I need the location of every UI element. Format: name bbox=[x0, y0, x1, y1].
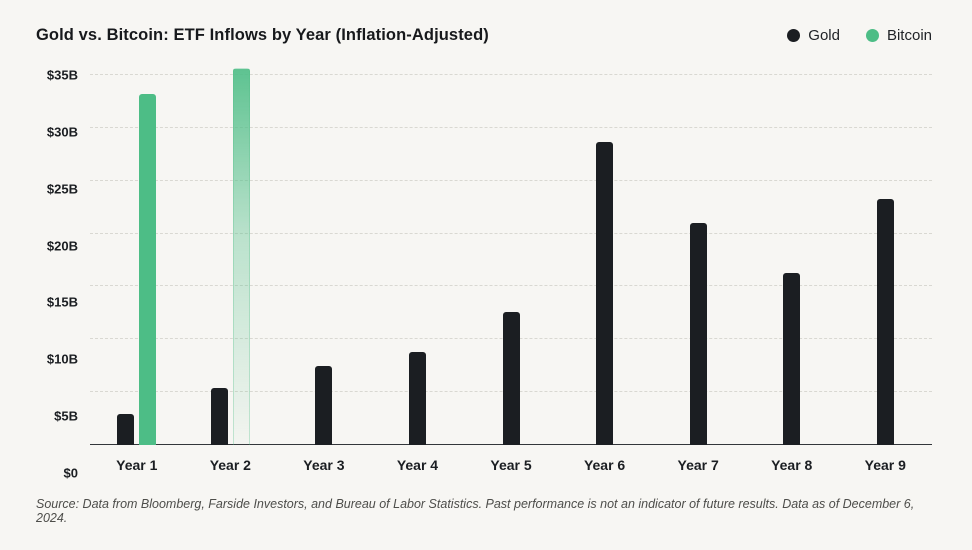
category-column-year-9 bbox=[839, 75, 933, 445]
bar-gold-year-5 bbox=[502, 311, 520, 445]
chart-header: Gold vs. Bitcoin: ETF Inflows by Year (I… bbox=[36, 26, 932, 45]
legend: Gold Bitcoin bbox=[787, 27, 932, 44]
x-axis-label: Year 1 bbox=[116, 457, 158, 473]
y-axis-tick-label: $20B bbox=[46, 238, 78, 254]
x-axis-label: Year 5 bbox=[490, 457, 532, 473]
x-axis-label: Year 4 bbox=[396, 457, 439, 473]
plot-area bbox=[90, 67, 933, 445]
bar-gold-year-1 bbox=[117, 414, 135, 445]
y-axis-tick-label: $35B bbox=[46, 67, 78, 83]
y-axis-tick-label: $0 bbox=[63, 465, 78, 481]
y-axis-tick-label: $15B bbox=[46, 294, 78, 310]
y-axis-tick-label: $30B bbox=[46, 124, 78, 140]
legend-item-gold: Gold bbox=[787, 27, 840, 44]
legend-label: Gold bbox=[808, 27, 840, 44]
bar-gold-year-2 bbox=[210, 387, 228, 445]
category-column-year-1 bbox=[90, 75, 184, 445]
bar-gold-year-6 bbox=[596, 141, 614, 445]
x-axis-label: Year 6 bbox=[583, 457, 626, 473]
gridline bbox=[90, 232, 932, 234]
bar-gold-year-7 bbox=[689, 223, 707, 445]
bars-layer bbox=[90, 67, 933, 445]
bar-gold-year-8 bbox=[783, 272, 801, 445]
category-column-year-7 bbox=[651, 75, 745, 445]
legend-dot-bitcoin bbox=[865, 29, 879, 42]
x-axis-label: Year 7 bbox=[677, 457, 719, 473]
category-column-year-5 bbox=[464, 75, 558, 445]
x-axis-label: Year 9 bbox=[864, 457, 906, 473]
category-column-year-3 bbox=[277, 75, 371, 445]
y-axis-tick-label: $25B bbox=[46, 181, 78, 197]
x-axis-label: Year 3 bbox=[303, 457, 345, 473]
category-column-year-6 bbox=[558, 75, 652, 445]
x-axis-label: Year 8 bbox=[771, 457, 813, 473]
bar-bitcoin-year-1 bbox=[139, 94, 157, 445]
gridline bbox=[90, 126, 932, 128]
bar-gold-year-9 bbox=[876, 198, 894, 445]
x-axis-label: Year 2 bbox=[209, 457, 251, 473]
legend-dot-gold bbox=[787, 29, 801, 42]
category-column-year-4 bbox=[371, 75, 465, 445]
legend-label: Bitcoin bbox=[886, 27, 932, 44]
y-axis-tick-label: $10B bbox=[46, 351, 78, 367]
legend-item-bitcoin: Bitcoin bbox=[865, 27, 932, 44]
gridline bbox=[90, 285, 932, 287]
chart-title: Gold vs. Bitcoin: ETF Inflows by Year (I… bbox=[36, 26, 489, 44]
source-note: Source: Data from Bloomberg, Farside Inv… bbox=[36, 497, 915, 525]
category-column-year-2 bbox=[184, 67, 278, 445]
bar-bitcoin-year-2 bbox=[232, 67, 250, 445]
gridline bbox=[90, 74, 932, 75]
bar-gold-year-3 bbox=[315, 365, 333, 445]
plot-column: Year 1 Year 2 Year 3 Year 4 Year 5 Year 6 Year… bbox=[90, 67, 933, 473]
x-axis-labels: Year 1 Year 2 Year 3 Year 4 Year 5 Year 6 Year… bbox=[90, 457, 932, 473]
bar-gold-year-4 bbox=[408, 351, 426, 445]
category-column-year-8 bbox=[745, 75, 839, 445]
y-axis: $0 $5B $10B $15B $20B $25B $30B $35B bbox=[36, 68, 90, 481]
bar-chart: $0 $5B $10B $15B $20B $25B $30B $35B Year 1 Year… bbox=[36, 67, 933, 481]
gridline bbox=[90, 179, 932, 181]
y-axis-tick-label: $5B bbox=[54, 408, 78, 424]
